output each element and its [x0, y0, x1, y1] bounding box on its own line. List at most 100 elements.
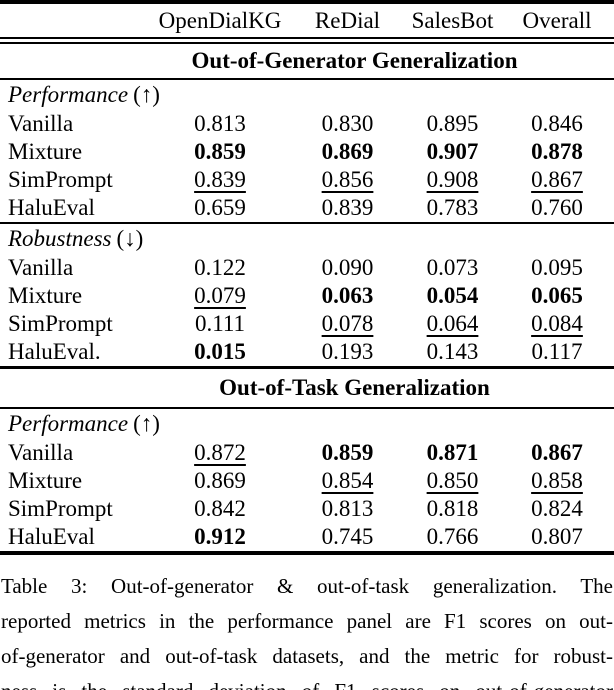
panel-row-oog-performance: Performance (↑) [0, 80, 614, 110]
table-row: SimPrompt 0.111 0.078 0.064 0.084 [0, 310, 614, 338]
metric-cell: 0.878 [531, 139, 583, 164]
table-row: SimPrompt 0.839 0.856 0.908 0.867 [0, 166, 614, 194]
up-arrow: (↑) [133, 82, 160, 107]
row-label: SimPrompt [8, 167, 113, 192]
corner-cell [0, 4, 150, 37]
metric-cell: 0.854 [321, 468, 374, 493]
metric-cell: 0.111 [194, 311, 246, 336]
metric-cell: 0.063 [321, 283, 374, 308]
metric-cell: 0.859 [321, 440, 374, 465]
metric-cell: 0.807 [531, 524, 583, 549]
column-header-overall: Overall [522, 8, 592, 33]
metric-cell: 0.869 [321, 139, 374, 164]
rule-before-robustness [0, 222, 614, 224]
results-table: OpenDialKG ReDial SalesBot Overall Out-o… [0, 0, 614, 555]
column-header-salesbot: SalesBot [411, 8, 494, 33]
row-label: SimPrompt [8, 311, 113, 336]
metric-cell: 0.054 [426, 283, 479, 308]
metric-cell: 0.813 [194, 111, 246, 136]
row-label: Vanilla [8, 255, 74, 280]
section-title-out-of-generator: Out-of-Generator Generalization [191, 48, 518, 73]
metric-cell: 0.813 [321, 496, 374, 521]
metric-cell: 0.090 [321, 255, 374, 280]
metric-cell: 0.895 [426, 111, 479, 136]
metric-cell: 0.065 [531, 283, 583, 308]
table-row: HaluEval 0.912 0.745 0.766 0.807 [0, 523, 614, 551]
panel-row-oot-performance: Performance (↑) [0, 409, 614, 439]
metric-cell: 0.073 [426, 255, 479, 280]
panel-label-oog-performance: Performance (↑) [0, 80, 614, 110]
panel-row-oog-robustness: Robustness (↓) [0, 224, 614, 254]
metric-cell: 0.830 [321, 111, 374, 136]
panel-name: Robustness [8, 226, 112, 251]
table-row: HaluEval 0.659 0.839 0.783 0.760 [0, 194, 614, 222]
metric-cell: 0.907 [426, 139, 479, 164]
top-rule [0, 0, 614, 4]
double-rule-line [0, 37, 614, 44]
rule-line [0, 78, 614, 80]
metric-cell: 0.842 [194, 496, 246, 521]
row-label: SimPrompt [8, 496, 113, 521]
metric-cell: 0.912 [194, 524, 246, 549]
metric-cell: 0.122 [194, 255, 246, 280]
panel-name: Performance [8, 82, 129, 107]
metric-cell: 0.839 [194, 167, 246, 192]
rule-after-oot-title [0, 407, 614, 409]
metric-cell: 0.078 [321, 311, 374, 336]
row-label: Mixture [8, 283, 83, 308]
column-header-redial: ReDial [314, 8, 381, 33]
rule-after-oog-title [0, 78, 614, 80]
table-row: Mixture 0.869 0.854 0.850 0.858 [0, 467, 614, 495]
row-label: HaluEval. [8, 339, 101, 364]
bottom-rule [0, 551, 614, 555]
rule-before-oot-section [0, 366, 614, 369]
row-label: HaluEval [8, 524, 95, 549]
metric-cell: 0.846 [531, 111, 583, 136]
metric-cell: 0.117 [531, 339, 583, 364]
caption-line: of-generator and out-of-task datasets, a… [1, 644, 613, 668]
metric-cell: 0.867 [531, 440, 583, 465]
row-label: Vanilla [8, 440, 74, 465]
down-arrow: (↓) [116, 226, 144, 251]
section-title-out-of-task: Out-of-Task Generalization [219, 375, 490, 400]
up-arrow: (↑) [133, 411, 160, 436]
section-row-out-of-generator: Out-of-Generator Generalization [0, 44, 614, 78]
metric-cell: 0.193 [321, 339, 374, 364]
metric-cell: 0.908 [426, 167, 479, 192]
metric-cell: 0.867 [531, 167, 583, 192]
panel-label-oog-robustness: Robustness (↓) [0, 224, 614, 254]
metric-cell: 0.824 [531, 496, 583, 521]
table-caption: Table 3: Out-of-generator & out-of-task … [0, 569, 614, 690]
table-row: Mixture 0.859 0.869 0.907 0.878 [0, 138, 614, 166]
row-label: Mixture [8, 139, 83, 164]
metric-cell: 0.143 [426, 339, 479, 364]
rule-line [0, 407, 614, 409]
double-rule [0, 37, 614, 44]
rule-line [0, 222, 614, 224]
row-label: Mixture [8, 468, 83, 493]
metric-cell: 0.872 [194, 440, 246, 465]
top-rule-line [0, 0, 614, 4]
metric-cell: 0.745 [321, 524, 374, 549]
metric-cell: 0.079 [194, 283, 246, 308]
table-row: Vanilla 0.813 0.830 0.895 0.846 [0, 110, 614, 138]
panel-label-oot-performance: Performance (↑) [0, 409, 614, 439]
metric-cell: 0.659 [194, 195, 246, 220]
panel-name: Performance [8, 411, 129, 436]
metric-cell: 0.064 [426, 311, 479, 336]
metric-cell: 0.869 [194, 468, 246, 493]
metric-cell: 0.783 [426, 195, 479, 220]
caption-line: ness is the standard deviation of F1 sco… [1, 674, 613, 690]
caption-line: reported metrics in the performance pane… [1, 609, 613, 633]
metric-cell: 0.859 [194, 139, 246, 164]
row-label: HaluEval [8, 195, 95, 220]
metric-cell: 0.856 [321, 167, 374, 192]
table-row: Vanilla 0.872 0.859 0.871 0.867 [0, 439, 614, 467]
metric-cell: 0.850 [426, 468, 479, 493]
metric-cell: 0.818 [426, 496, 479, 521]
metric-cell: 0.839 [321, 195, 374, 220]
table-row: SimPrompt 0.842 0.813 0.818 0.824 [0, 495, 614, 523]
column-header-opendialkg: OpenDialKG [158, 8, 282, 33]
metric-cell: 0.084 [531, 311, 583, 336]
